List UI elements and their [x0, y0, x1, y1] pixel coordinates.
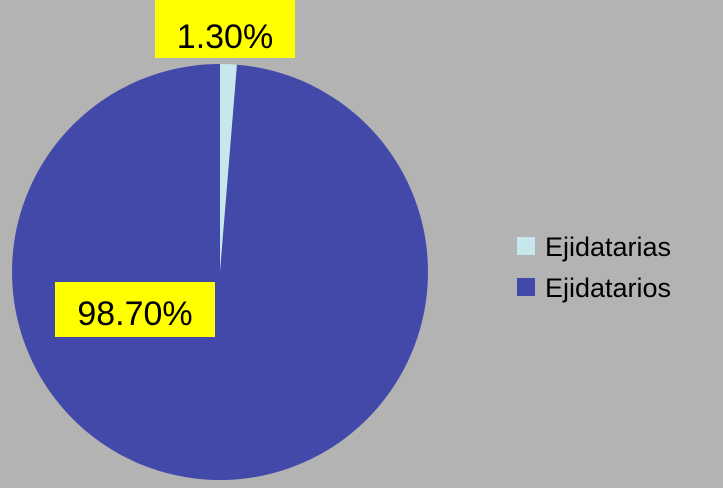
legend-label-ejidatarios: Ejidatarios	[545, 273, 671, 303]
pie-slice-ejidatarias	[220, 64, 237, 272]
pie-slice-ejidatarios	[11, 64, 428, 480]
data-label-bg-ejidatarias	[155, 0, 295, 58]
data-label-ejidatarios: 98.70%	[55, 282, 215, 337]
data-label-text-ejidatarios: 98.70%	[77, 295, 192, 333]
legend-swatch-ejidatarias	[517, 237, 535, 255]
data-label-bg-ejidatarios	[55, 282, 215, 337]
legend-swatch-ejidatarios	[517, 278, 535, 296]
pie-slices	[11, 64, 428, 480]
legend-label-ejidatarias: Ejidatarias	[545, 232, 671, 262]
data-label-ejidatarias: 1.30%	[155, 0, 295, 58]
legend-item-ejidatarios: Ejidatarios	[517, 273, 671, 303]
legend: Ejidatarias Ejidatarios	[517, 232, 671, 303]
legend-item-ejidatarias: Ejidatarias	[517, 232, 671, 262]
data-label-text-ejidatarias: 1.30%	[177, 18, 273, 56]
